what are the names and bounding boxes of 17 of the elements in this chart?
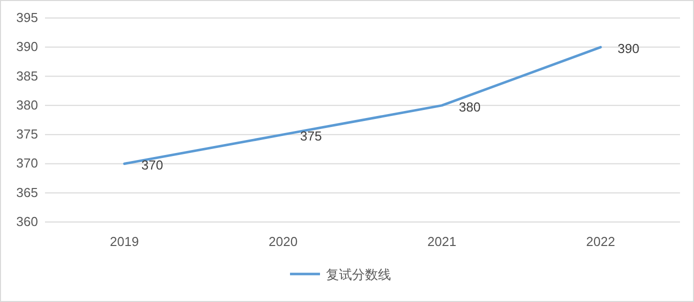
legend-label: 复试分数线: [326, 267, 391, 282]
data-label: 380: [458, 99, 481, 114]
y-tick-label: 375: [16, 126, 38, 142]
x-tick-label: 2021: [427, 234, 456, 249]
data-label: 375: [300, 128, 322, 144]
x-tick-label: 2019: [110, 234, 139, 249]
y-tick-label: 385: [16, 68, 38, 84]
y-tick-label: 360: [16, 214, 38, 229]
y-tick-label: 365: [16, 184, 38, 200]
x-tick-label: 2020: [268, 234, 298, 249]
y-tick-label: 380: [16, 97, 38, 112]
y-tick-label: 395: [16, 10, 38, 25]
data-label: 370: [141, 158, 164, 173]
x-tick-label: 2022: [586, 234, 616, 249]
y-tick-label: 390: [16, 39, 38, 54]
y-tick-label: 370: [16, 156, 38, 171]
data-label: 390: [618, 41, 640, 56]
